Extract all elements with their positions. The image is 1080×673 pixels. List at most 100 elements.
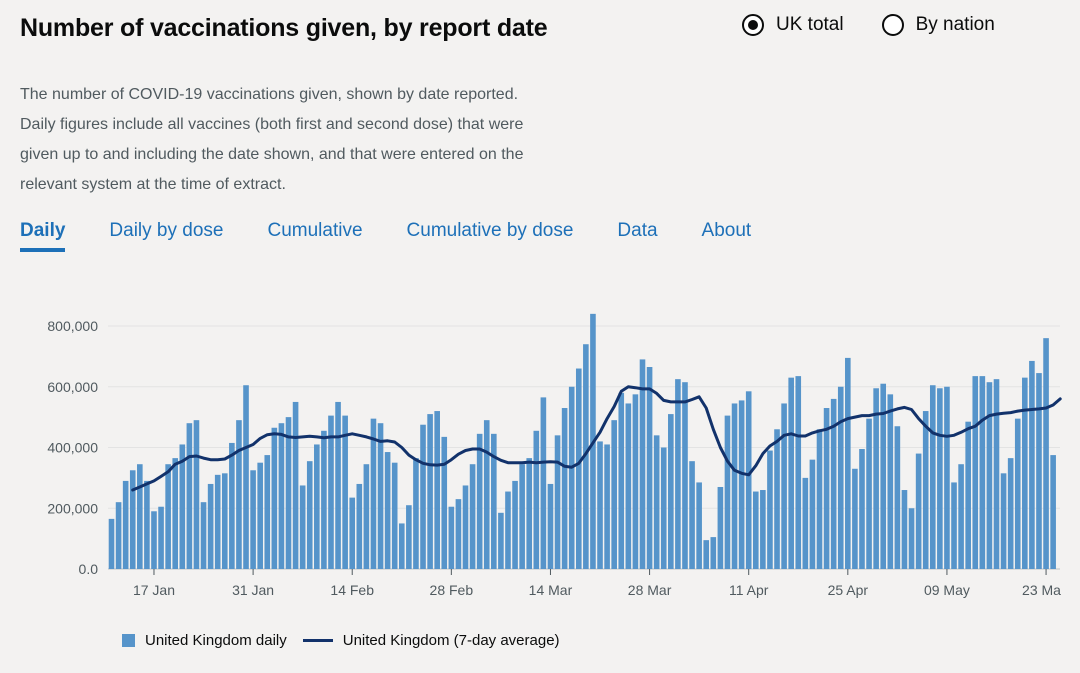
bar: [512, 480, 518, 569]
tab-daily[interactable]: Daily: [20, 220, 66, 252]
bar: [731, 403, 738, 569]
bar: [660, 447, 667, 569]
bar: [986, 382, 993, 569]
bar: [908, 508, 915, 569]
tab-cumulative[interactable]: Cumulative: [267, 220, 363, 241]
bar: [894, 426, 901, 569]
y-tick-label: 600,000: [47, 379, 98, 395]
bar: [519, 464, 525, 569]
y-tick-label: 400,000: [47, 440, 98, 456]
bar: [915, 453, 922, 569]
bar: [653, 435, 660, 569]
tab-data[interactable]: Data: [617, 220, 658, 241]
bar: [696, 482, 702, 569]
bar: [314, 444, 320, 569]
bar: [349, 497, 356, 569]
legend-label: United Kingdom (7-day average): [342, 632, 560, 649]
bar: [1036, 373, 1042, 569]
bar: [498, 512, 504, 569]
bar: [845, 357, 851, 569]
bar: [646, 367, 653, 569]
bar: [604, 444, 610, 569]
chart-title: Number of vaccinations given, by report …: [20, 14, 548, 42]
bar: [597, 441, 603, 569]
legend-item-average[interactable]: United Kingdom (7-day average): [302, 632, 560, 649]
legend-item-daily[interactable]: United Kingdom daily: [122, 632, 287, 649]
bar: [675, 379, 681, 569]
x-tick-label: 28 Mar: [628, 582, 672, 598]
bar: [575, 368, 582, 569]
bar: [129, 470, 136, 569]
bar: [278, 423, 285, 569]
bar: [221, 473, 228, 569]
bar: [802, 477, 809, 569]
bar: [115, 502, 122, 569]
bar: [823, 408, 830, 569]
x-tick-label: 17 Jan: [133, 582, 175, 598]
bar: [434, 411, 440, 569]
legend-label: United Kingdom daily: [145, 632, 287, 649]
bar: [781, 403, 787, 569]
bar: [816, 429, 823, 569]
bar: [420, 424, 426, 569]
bar: [767, 450, 773, 569]
tab-about[interactable]: About: [701, 220, 752, 241]
bar: [866, 418, 872, 569]
tab-daily-by-dose[interactable]: Daily by dose: [109, 220, 224, 241]
bar: [972, 376, 979, 569]
x-tick-label: 31 Jan: [232, 582, 274, 598]
bar: [370, 418, 377, 569]
y-tick-label: 0.0: [79, 561, 99, 577]
bar: [363, 464, 370, 569]
bar: [108, 518, 115, 569]
bar: [1000, 473, 1007, 569]
bar: [122, 480, 129, 569]
bar: [229, 442, 235, 569]
bar: [561, 408, 568, 569]
bar: [207, 483, 214, 569]
bar: [682, 382, 688, 569]
radio-label: By nation: [915, 14, 995, 35]
radio-checked-icon[interactable]: [742, 14, 764, 36]
bar: [944, 386, 950, 569]
bar: [689, 461, 695, 569]
x-tick-label: 14 Feb: [330, 582, 374, 598]
bar: [413, 458, 419, 569]
bar: [533, 430, 540, 569]
bar: [639, 359, 646, 569]
x-tick-label: 28 Feb: [430, 582, 474, 598]
bar: [144, 480, 150, 569]
bar: [830, 398, 837, 569]
bar: [391, 462, 398, 569]
bar: [356, 483, 363, 569]
bar: [193, 420, 200, 569]
bar: [993, 379, 1000, 569]
bar: [887, 394, 894, 569]
bar: [873, 388, 879, 569]
bar: [625, 403, 632, 569]
bar: [979, 376, 986, 569]
radio-uk-total[interactable]: UK total: [742, 14, 844, 36]
bar: [158, 506, 164, 569]
bar: [462, 485, 469, 569]
bar: [321, 430, 327, 569]
bar: [929, 385, 936, 569]
bar: [760, 490, 766, 569]
radio-unchecked-icon[interactable]: [881, 14, 904, 36]
bar: [568, 386, 575, 569]
bar: [137, 464, 143, 569]
bar: [257, 462, 263, 569]
bar: [1007, 458, 1014, 569]
bar: [483, 420, 490, 569]
bar: [554, 435, 561, 569]
bar: [299, 485, 306, 569]
bar: [214, 474, 221, 569]
tab-cumulative-by-dose[interactable]: Cumulative by dose: [406, 220, 574, 241]
bar: [455, 499, 462, 569]
bar: [526, 458, 533, 569]
radio-by-nation[interactable]: By nation: [881, 14, 995, 36]
bar: [540, 397, 547, 569]
bar: [200, 502, 207, 569]
bar: [632, 394, 639, 569]
radio-label: UK total: [776, 14, 844, 35]
